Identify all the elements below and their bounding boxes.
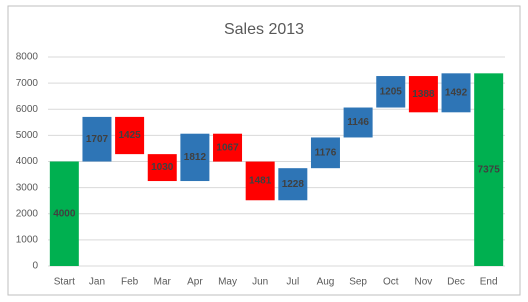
data-label: 1030 (151, 162, 174, 173)
bar (115, 116, 145, 155)
y-tick-label: 8000 (16, 52, 39, 63)
x-tick-label: Dec (447, 277, 465, 288)
x-tick-label: Mar (154, 277, 172, 288)
x-tick-label: Jul (286, 277, 299, 288)
data-label: 1146 (347, 117, 369, 128)
y-tick-label: 3000 (16, 182, 39, 193)
x-tick-label: Nov (414, 277, 432, 288)
data-label: 1481 (249, 176, 272, 187)
bar (82, 116, 112, 162)
x-tick-label: Start (54, 277, 75, 288)
data-label: 1205 (380, 86, 403, 97)
data-label: 1425 (118, 130, 141, 141)
data-label: 7375 (478, 164, 501, 175)
data-label: 1067 (216, 142, 239, 153)
x-tick-label: Apr (187, 277, 203, 288)
bar (441, 73, 471, 113)
x-tick-label: Oct (383, 277, 399, 288)
bar (245, 161, 275, 201)
data-label: 1492 (445, 87, 468, 98)
x-tick-label: Jun (252, 277, 268, 288)
data-label: 1388 (412, 89, 435, 100)
bar (376, 76, 406, 108)
bar (180, 133, 210, 182)
x-tick-label: Jan (89, 277, 105, 288)
y-tick-label: 1000 (16, 235, 39, 246)
x-tick-label: May (218, 277, 237, 288)
data-label: 1176 (315, 147, 337, 158)
x-tick-label: Aug (317, 277, 335, 288)
y-tick-label: 7000 (16, 78, 39, 89)
bar (408, 76, 438, 113)
bar (49, 161, 79, 266)
data-label: 1228 (282, 179, 305, 190)
bar (213, 133, 243, 162)
bar (343, 107, 373, 138)
chart-title: Sales 2013 (224, 21, 304, 38)
data-label: 1707 (86, 134, 109, 145)
bar (147, 154, 177, 182)
x-tick-label: Feb (121, 277, 139, 288)
y-tick-label: 6000 (16, 104, 39, 115)
data-label: 1812 (184, 152, 207, 163)
bar (278, 168, 308, 201)
x-tick-label: End (480, 277, 498, 288)
x-tick-label: Sep (349, 277, 367, 288)
y-tick-label: 0 (32, 261, 38, 272)
data-label: 4000 (53, 208, 76, 219)
bar (310, 137, 340, 169)
bar (474, 73, 504, 266)
y-tick-label: 4000 (16, 156, 39, 167)
y-tick-label: 2000 (16, 208, 39, 219)
y-tick-label: 5000 (16, 130, 39, 141)
